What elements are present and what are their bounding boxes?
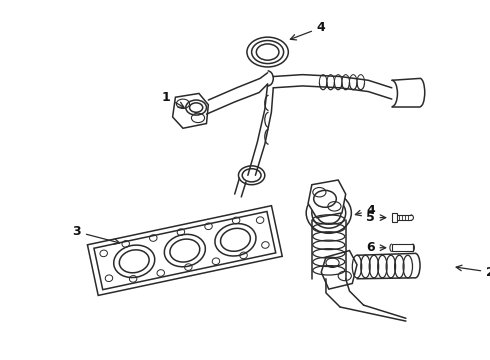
Text: 4: 4	[355, 204, 375, 217]
Text: 4: 4	[291, 21, 326, 40]
Text: 2: 2	[456, 265, 490, 279]
Polygon shape	[308, 180, 346, 218]
Polygon shape	[392, 213, 397, 222]
Text: 3: 3	[73, 225, 120, 244]
Polygon shape	[94, 211, 276, 290]
Polygon shape	[321, 251, 357, 289]
Polygon shape	[172, 94, 208, 128]
Text: 5: 5	[366, 211, 386, 224]
Text: 6: 6	[366, 241, 386, 254]
Text: 1: 1	[162, 91, 184, 107]
Polygon shape	[87, 206, 282, 296]
Polygon shape	[392, 244, 413, 252]
